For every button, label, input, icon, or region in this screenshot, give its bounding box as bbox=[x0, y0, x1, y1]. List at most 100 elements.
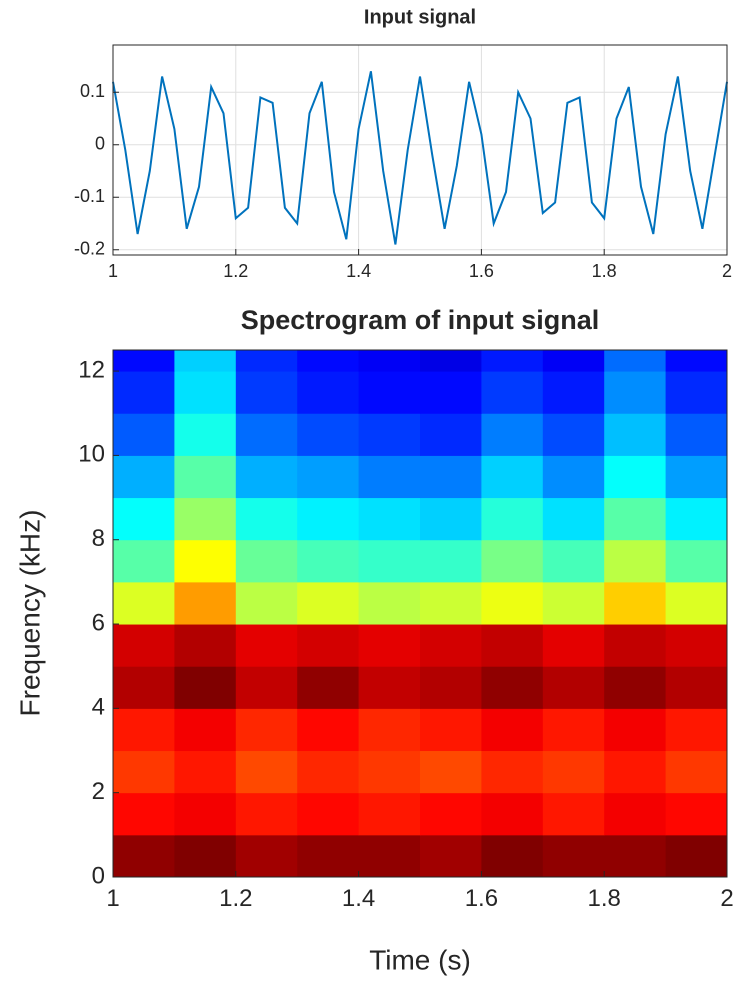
x-tick-label: 1.4 bbox=[346, 261, 371, 281]
heat-cell bbox=[297, 539, 360, 583]
heat-cell bbox=[604, 581, 667, 625]
heat-cell bbox=[604, 666, 667, 709]
heat-cell bbox=[358, 497, 421, 541]
heat-cell bbox=[420, 708, 482, 752]
heat-cell bbox=[358, 834, 421, 878]
heat-cell bbox=[542, 750, 605, 794]
heat-cell bbox=[420, 539, 482, 583]
heat-cell bbox=[174, 350, 237, 372]
heat-cell bbox=[358, 350, 421, 372]
heat-cell bbox=[113, 371, 175, 414]
heat-cell bbox=[481, 666, 544, 709]
heat-cell bbox=[542, 413, 605, 456]
x-axis-label: Time (s) bbox=[369, 944, 471, 975]
heat-cell bbox=[481, 371, 544, 414]
heat-cell bbox=[235, 581, 298, 625]
heat-cell bbox=[174, 750, 237, 794]
heat-cell bbox=[235, 624, 298, 667]
heat-cell bbox=[297, 413, 360, 456]
heat-cell bbox=[358, 581, 421, 625]
axes-box bbox=[112, 349, 728, 878]
heat-cell bbox=[174, 497, 237, 541]
heat-cell bbox=[604, 750, 667, 794]
chart-title: Spectrogram of input signal bbox=[241, 305, 600, 335]
y-tick-label: 0 bbox=[92, 862, 105, 889]
heat-cell bbox=[420, 834, 482, 878]
heat-cell bbox=[420, 666, 482, 709]
x-tick-label: 1.2 bbox=[223, 261, 248, 281]
heat-cell bbox=[604, 497, 667, 541]
heat-cell bbox=[420, 413, 482, 456]
heat-cell bbox=[604, 624, 667, 667]
heat-cell bbox=[297, 371, 360, 414]
heat-cell bbox=[420, 350, 482, 372]
heat-cell bbox=[665, 792, 728, 836]
heat-cell bbox=[113, 792, 175, 836]
heat-cell bbox=[604, 413, 667, 456]
chart-title: Input signal bbox=[364, 6, 476, 28]
heat-cell bbox=[297, 455, 360, 499]
heat-cell bbox=[481, 350, 544, 372]
y-tick-label: -0.2 bbox=[74, 239, 105, 259]
heat-cell bbox=[542, 624, 605, 667]
heat-cell bbox=[174, 371, 237, 414]
heat-cell bbox=[481, 834, 544, 878]
heat-cell bbox=[542, 497, 605, 541]
heat-cell bbox=[358, 666, 421, 709]
heat-cell bbox=[113, 624, 175, 667]
heat-cell bbox=[604, 539, 667, 583]
heat-cell bbox=[358, 371, 421, 414]
heat-cell bbox=[481, 455, 544, 499]
heat-cell bbox=[174, 834, 237, 878]
heat-cell bbox=[604, 792, 667, 836]
heat-cell bbox=[665, 666, 728, 709]
heat-cell bbox=[297, 581, 360, 625]
x-tick-label: 1.2 bbox=[219, 885, 252, 912]
heat-cell bbox=[542, 581, 605, 625]
y-tick-label: 8 bbox=[92, 525, 105, 552]
heat-cell bbox=[297, 350, 360, 372]
heat-cell bbox=[665, 581, 728, 625]
x-tick-label: 1.8 bbox=[588, 885, 621, 912]
heat-cell bbox=[665, 624, 728, 667]
heat-cell bbox=[113, 497, 175, 541]
heat-cell bbox=[297, 624, 360, 667]
heat-cell bbox=[174, 455, 237, 499]
heat-cell bbox=[235, 497, 298, 541]
y-axis-label: Frequency (kHz) bbox=[14, 510, 45, 717]
heat-cell bbox=[358, 792, 421, 836]
heat-cell bbox=[420, 750, 482, 794]
heat-cell bbox=[113, 413, 175, 456]
heat-cell bbox=[665, 834, 728, 878]
heat-cell bbox=[481, 581, 544, 625]
heat-cell bbox=[235, 750, 298, 794]
heat-cell bbox=[235, 371, 298, 414]
heat-cell bbox=[481, 708, 544, 752]
heat-cell bbox=[604, 455, 667, 499]
heat-cell bbox=[174, 539, 237, 583]
heat-cell bbox=[297, 708, 360, 752]
heat-cell bbox=[604, 371, 667, 414]
x-tick-label: 1.6 bbox=[465, 885, 498, 912]
y-tick-label: 0 bbox=[95, 134, 105, 154]
heat-cell bbox=[481, 750, 544, 794]
heat-cell bbox=[235, 539, 298, 583]
y-tick-label: 0.1 bbox=[80, 81, 105, 101]
heat-cell bbox=[481, 792, 544, 836]
x-tick-label: 1 bbox=[108, 261, 118, 281]
x-tick-label: 1.6 bbox=[469, 261, 494, 281]
heat-cell bbox=[481, 413, 544, 456]
heat-cell bbox=[604, 708, 667, 752]
heat-cell bbox=[665, 708, 728, 752]
heat-cell bbox=[604, 350, 667, 372]
heat-cell bbox=[542, 708, 605, 752]
heat-cell bbox=[235, 350, 298, 372]
heat-cell bbox=[297, 792, 360, 836]
heat-cell bbox=[174, 581, 237, 625]
heat-cell bbox=[235, 834, 298, 878]
heat-cell bbox=[420, 792, 482, 836]
heat-cell bbox=[235, 666, 298, 709]
heat-cell bbox=[174, 792, 237, 836]
heat-cell bbox=[235, 792, 298, 836]
